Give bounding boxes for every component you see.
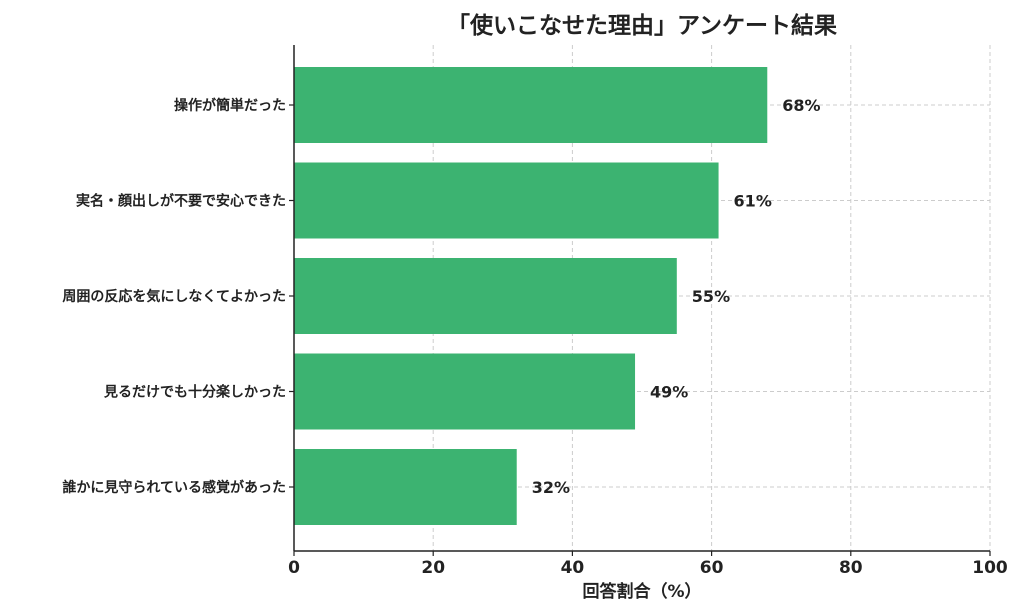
- bar: [294, 258, 677, 334]
- category-labels: 操作が簡単だった実名・顔出しが不要で安心できた周囲の反応を気にしなくてよかった見…: [62, 97, 294, 496]
- x-tick-label: 40: [561, 558, 585, 578]
- x-tick-label: 60: [700, 558, 724, 578]
- category-label: 実名・顔出しが不要で安心できた: [76, 193, 286, 210]
- bar-value-label: 61%: [734, 192, 772, 211]
- x-tick-label: 0: [288, 558, 300, 578]
- bar-value-label: 32%: [532, 478, 570, 497]
- value-labels: 68% 61% 55% 49% 32%: [532, 96, 821, 497]
- bar-value-label: 68%: [782, 96, 820, 115]
- x-tick-label: 20: [421, 558, 445, 578]
- x-tick-label: 100: [972, 558, 1008, 578]
- category-label: 見るだけでも十分楽しかった: [103, 384, 286, 401]
- bar-value-label: 49%: [650, 383, 688, 402]
- x-axis-title: 回答割合（%）: [582, 581, 701, 602]
- chart-title: 「使いこなせた理由」アンケート結果: [447, 12, 837, 39]
- category-label: 操作が簡単だった: [174, 97, 286, 114]
- category-label: 周囲の反応を気にしなくてよかった: [62, 288, 286, 305]
- bar: [294, 67, 768, 143]
- bar: [294, 449, 517, 525]
- bars: [294, 67, 768, 525]
- bar-value-label: 55%: [692, 287, 730, 306]
- x-tick-label: 80: [839, 558, 863, 578]
- x-ticks: 0 20 40 60 80 100: [288, 551, 1008, 578]
- bar: [294, 353, 636, 430]
- category-label: 誰かに見守られている感覚があった: [62, 479, 286, 496]
- bar: [294, 162, 719, 239]
